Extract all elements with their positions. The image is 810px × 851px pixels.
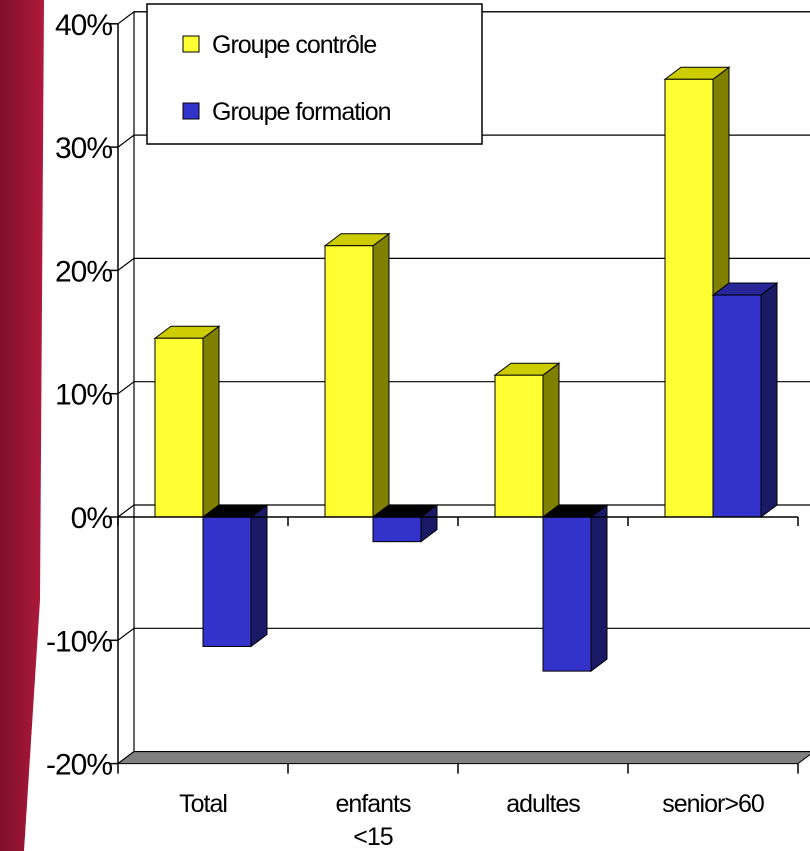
decorative-red-stripe: [0, 0, 44, 851]
bar-formation-side: [590, 504, 608, 673]
y-tick-label: 0%: [71, 502, 113, 535]
bar-formation-front: [372, 516, 422, 543]
legend-swatch-controle: [182, 35, 200, 53]
legend-swatch-formation: [182, 102, 200, 120]
y-tick-label: 20%: [55, 255, 112, 288]
bar-formation: [541, 504, 609, 673]
legend-label-formation: Groupe formation: [212, 98, 391, 126]
x-category-label: senior>60: [662, 790, 764, 818]
bar-controle-front: [664, 78, 714, 518]
gridline-side: [117, 11, 135, 25]
bar-formation-front: [712, 294, 762, 518]
gridline-side: [117, 134, 135, 148]
bar-formation-front: [542, 516, 592, 672]
bar-formation: [201, 504, 269, 648]
chart-floor: [116, 751, 810, 765]
bar-controle-side: [202, 325, 220, 518]
bar-formation-side: [760, 282, 778, 518]
bar-formation-front: [202, 516, 252, 647]
y-tick-label: -20%: [46, 749, 112, 782]
bar-controle: [323, 232, 391, 518]
gridline-side: [117, 381, 135, 395]
gridline-side: [117, 627, 135, 641]
bar-controle-front: [324, 245, 374, 518]
y-tick-label: 40%: [55, 9, 112, 42]
legend-label-controle: Groupe contrôle: [212, 31, 376, 59]
legend-box: [146, 3, 483, 145]
gridline-side: [117, 504, 135, 518]
bar-controle: [153, 325, 221, 518]
bar-controle-front: [494, 374, 544, 518]
bar-formation-side: [250, 504, 268, 648]
bar-controle-side: [372, 232, 390, 518]
x-category-label: enfants: [335, 790, 411, 818]
y-tick-label: 10%: [55, 379, 112, 412]
gridline-side: [117, 257, 135, 271]
y-tick-label: 30%: [55, 132, 112, 165]
bar-controle-side: [542, 362, 560, 518]
legend: Groupe contrôle Groupe formation: [146, 3, 483, 145]
bar-formation: [371, 504, 439, 543]
x-category-label: Total: [179, 790, 227, 818]
bar-formation: [711, 282, 779, 518]
bar-controle-front: [154, 337, 204, 518]
y-tick-label: -10%: [46, 625, 112, 658]
x-category-label: adultes: [506, 790, 580, 818]
bar-controle: [493, 362, 561, 518]
x-category-label: <15: [353, 823, 393, 851]
